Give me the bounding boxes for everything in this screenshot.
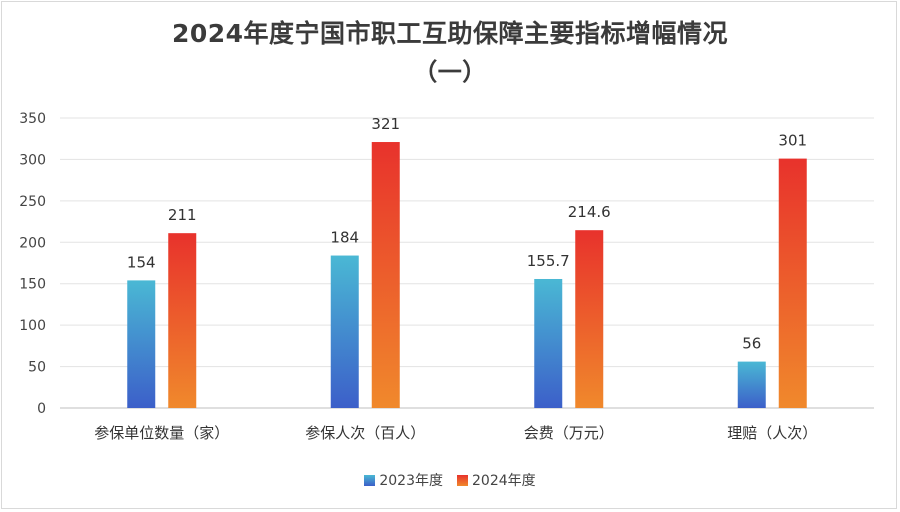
legend-swatch-2023 bbox=[364, 474, 376, 486]
data-label: 211 bbox=[168, 206, 197, 224]
y-tick-label: 300 bbox=[19, 152, 46, 168]
data-label: 56 bbox=[742, 335, 761, 353]
bar bbox=[168, 233, 197, 408]
data-label: 155.7 bbox=[527, 252, 570, 270]
data-label: 184 bbox=[330, 229, 359, 247]
legend-item-2023[interactable]: 2023年度 bbox=[364, 470, 443, 490]
bar bbox=[127, 280, 156, 408]
bar bbox=[778, 158, 807, 408]
bar bbox=[330, 255, 359, 408]
chart-title: 2024年度宁国市职工互助保障主要指标增幅情况 bbox=[171, 19, 729, 48]
bar bbox=[737, 361, 766, 408]
legend: 2023年度 2024年度 bbox=[0, 470, 900, 490]
bar bbox=[534, 278, 563, 408]
category-label: 参保人次（百人） bbox=[305, 424, 425, 442]
bar bbox=[371, 142, 400, 408]
data-label: 154 bbox=[127, 253, 156, 271]
legend-label-2024: 2024年度 bbox=[472, 473, 536, 489]
y-tick-label: 150 bbox=[19, 277, 46, 293]
y-tick-label: 0 bbox=[37, 401, 46, 417]
y-tick-label: 50 bbox=[28, 360, 46, 376]
legend-item-2024[interactable]: 2024年度 bbox=[457, 470, 536, 490]
y-tick-label: 200 bbox=[19, 235, 46, 251]
bar bbox=[575, 230, 604, 408]
y-tick-label: 250 bbox=[19, 194, 46, 210]
data-label: 301 bbox=[778, 132, 807, 150]
y-tick-label: 350 bbox=[19, 111, 46, 127]
data-label: 321 bbox=[371, 115, 400, 133]
category-label: 理赔（人次） bbox=[727, 424, 817, 442]
category-label: 会费（万元） bbox=[524, 424, 614, 442]
legend-label-2023: 2023年度 bbox=[379, 473, 443, 489]
chart-title-line2: （一） bbox=[413, 58, 487, 86]
legend-swatch-2024 bbox=[457, 474, 468, 486]
data-label: 214.6 bbox=[568, 203, 611, 221]
y-tick-label: 100 bbox=[19, 318, 46, 334]
category-label: 参保单位数量（家） bbox=[94, 424, 229, 442]
